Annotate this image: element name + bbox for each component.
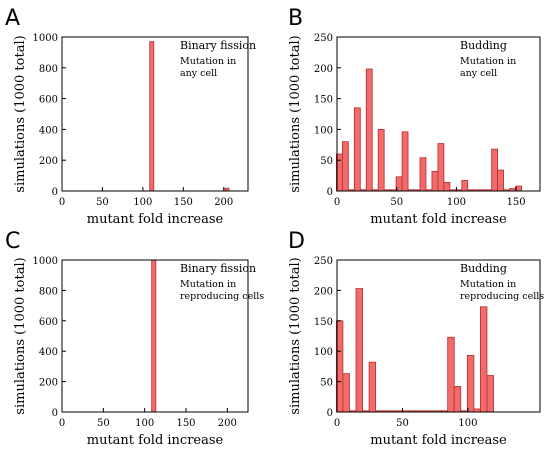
y-tick-label: 200 [39, 156, 58, 167]
y-tick-label: 0 [52, 408, 58, 419]
y-tick-label: 200 [314, 64, 333, 75]
annotation-line: reproducing cells [460, 291, 544, 302]
y-tick-label: 400 [39, 125, 58, 136]
panel-label: C [5, 229, 20, 254]
plot-frame [336, 259, 541, 413]
x-tick-label: 0 [59, 418, 65, 429]
x-tick-label: 50 [390, 197, 403, 208]
x-tick-label: 0 [59, 197, 65, 208]
annotation-line: Budding [460, 39, 507, 52]
annotation-line: Binary fission [180, 39, 256, 52]
y-tick-label: 600 [39, 95, 58, 106]
y-axis-label: simulations (1000 total) [288, 35, 303, 192]
x-tick-label: 100 [447, 197, 466, 208]
annotation-line: Mutation in [460, 56, 516, 67]
y-tick-label: 0 [52, 187, 58, 198]
bar [401, 131, 409, 192]
y-tick-label: 150 [314, 95, 333, 106]
annotation-line: any cell [180, 68, 217, 79]
bar [341, 141, 349, 192]
y-tick-label: 200 [314, 286, 333, 297]
bar [149, 41, 155, 192]
x-axis-label: mutant fold increase [370, 212, 507, 227]
x-tick-label: 50 [396, 418, 409, 429]
annotation-line: Mutation in [460, 279, 516, 290]
panel-label: B [288, 6, 303, 31]
x-axis-label: mutant fold increase [370, 433, 507, 448]
x-tick-label: 0 [334, 197, 340, 208]
y-tick-label: 100 [314, 347, 333, 358]
bar [461, 180, 469, 192]
annotation-line: Mutation in [180, 56, 236, 67]
x-tick-label: 50 [97, 418, 110, 429]
bar [486, 375, 494, 413]
y-tick-label: 250 [314, 256, 333, 267]
bar [480, 306, 488, 413]
y-tick-label: 1000 [33, 33, 58, 44]
bar [497, 169, 504, 192]
y-tick-label: 250 [314, 33, 333, 44]
x-axis-label: mutant fold increase [87, 212, 224, 227]
annotation-line: reproducing cells [180, 291, 264, 302]
panel-C: C 0 50 100 150 200 0 200 400 600 800 1000 mutant fol… [5, 229, 264, 448]
bar [342, 373, 350, 413]
annotation-line: Budding [460, 262, 507, 275]
x-axis-label: mutant fold increase [87, 433, 224, 448]
x-tick-label: 150 [507, 197, 526, 208]
y-tick-label: 50 [320, 156, 333, 167]
y-tick-label: 100 [314, 125, 333, 136]
x-tick-label: 200 [218, 418, 237, 429]
bar [419, 157, 427, 192]
bar [447, 336, 455, 413]
annotation-line: Mutation in [180, 279, 236, 290]
bar [491, 148, 499, 192]
annotation-line: any cell [460, 68, 497, 79]
plot-frame [336, 36, 541, 192]
bar [466, 355, 475, 413]
y-axis-label: simulations (1000 total) [13, 35, 28, 192]
bar [431, 170, 439, 192]
plot-frame [61, 36, 249, 192]
bar [365, 68, 373, 192]
bar [437, 143, 445, 192]
y-tick-label: 200 [39, 378, 58, 389]
bar [151, 259, 157, 413]
x-tick-label: 0 [334, 418, 340, 429]
y-tick-label: 800 [39, 64, 58, 75]
bar [368, 361, 377, 413]
plot-frame [61, 259, 249, 413]
y-tick-label: 0 [327, 408, 333, 419]
panel-A: A 0 50 100 150 200 0 200 400 600 800 1000 mutant fol… [5, 6, 256, 227]
bar [453, 386, 462, 413]
y-axis-label: simulations (1000 total) [13, 257, 28, 414]
panel-B: B 0 50 100 150 0 50 100 150 200 250 mutant fold inc… [288, 6, 541, 227]
y-tick-label: 800 [39, 286, 58, 297]
y-tick-label: 0 [327, 187, 333, 198]
panel-D: D 0 50 100 0 50 100 150 200 250 mutant fold increa… [288, 229, 544, 448]
y-axis-label: simulations (1000 total) [288, 257, 303, 414]
bar [353, 107, 361, 192]
y-tick-label: 50 [320, 378, 333, 389]
annotation-line: Binary fission [180, 262, 256, 275]
y-tick-label: 1000 [33, 256, 58, 267]
x-tick-label: 100 [133, 197, 152, 208]
x-tick-label: 150 [176, 418, 195, 429]
x-tick-label: 200 [214, 197, 233, 208]
x-tick-label: 100 [458, 418, 477, 429]
panel-label: A [5, 6, 20, 31]
x-tick-label: 150 [174, 197, 193, 208]
y-tick-label: 600 [39, 317, 58, 328]
x-tick-label: 50 [96, 197, 109, 208]
panel-label: D [288, 229, 305, 254]
y-tick-label: 400 [39, 347, 58, 358]
bar [377, 128, 385, 192]
bar [355, 288, 363, 413]
x-tick-label: 100 [135, 418, 154, 429]
y-tick-label: 150 [314, 317, 333, 328]
bar [443, 181, 451, 192]
